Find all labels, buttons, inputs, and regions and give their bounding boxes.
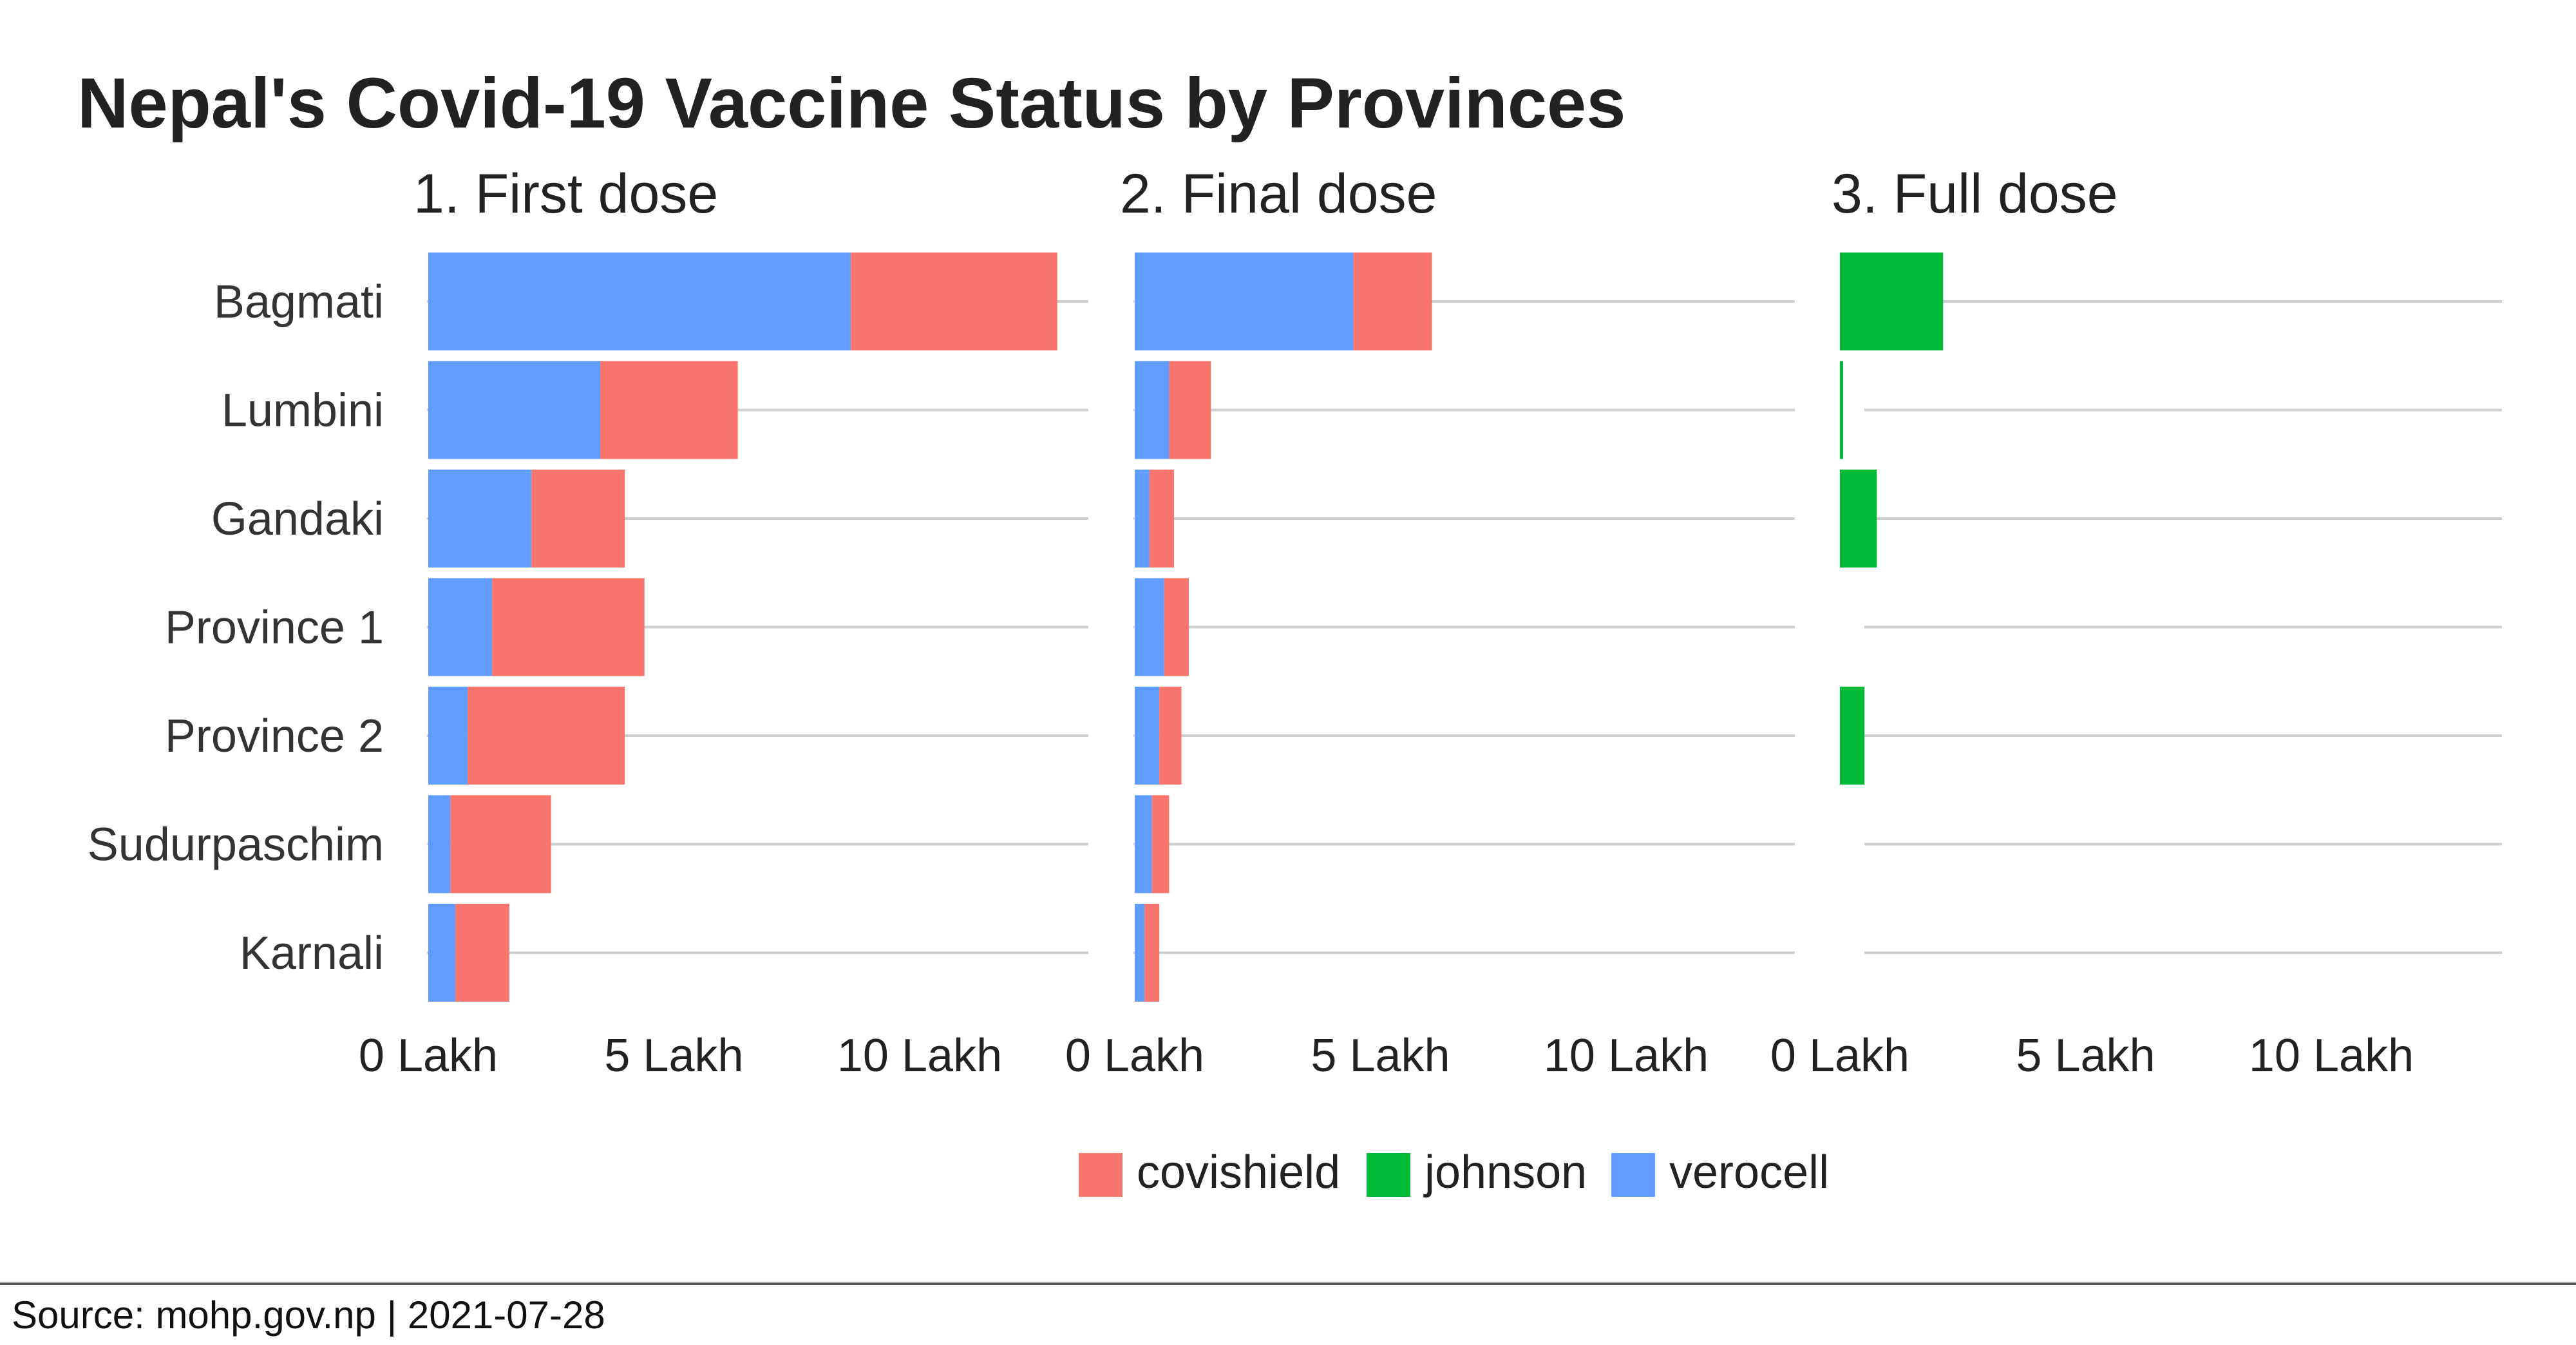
bar-covishield — [468, 687, 625, 785]
category-label: Province 1 — [165, 602, 384, 654]
bar-covishield — [851, 253, 1057, 350]
panel-title: 1. First dose — [413, 163, 718, 225]
bar-covishield — [600, 361, 738, 459]
bar-covishield — [1144, 904, 1160, 1002]
bar-verocell — [428, 578, 493, 676]
bar-covishield — [492, 578, 645, 676]
panel-1: 1. First dose 0 Lakh 5 Lakh 10 Lakh — [359, 163, 1088, 1082]
legend: covishield johnson verocell — [1079, 1147, 1829, 1198]
bar-johnson — [1840, 687, 1865, 785]
panel-title: 2. Final dose — [1120, 163, 1437, 225]
x-tick-label: 5 Lakh — [604, 1030, 743, 1082]
bar-verocell — [428, 361, 601, 459]
bar-verocell — [428, 253, 851, 350]
category-label: Province 2 — [165, 711, 384, 762]
bar-verocell — [1135, 687, 1160, 785]
bar-covishield — [450, 795, 551, 893]
legend-label: covishield — [1137, 1147, 1340, 1198]
bar-verocell — [428, 795, 451, 893]
legend-key-verocell — [1611, 1153, 1655, 1197]
bar-johnson — [1840, 253, 1944, 350]
bar-covishield — [1151, 795, 1170, 893]
x-tick-label: 5 Lakh — [1311, 1030, 1450, 1082]
bar-covishield — [1159, 687, 1182, 785]
bar-verocell — [1135, 795, 1152, 893]
bar-verocell — [1135, 578, 1164, 676]
legend-label: johnson — [1423, 1147, 1587, 1198]
legend-key-johnson — [1367, 1153, 1410, 1197]
x-tick-label: 0 Lakh — [1770, 1030, 1909, 1082]
bar-verocell — [428, 470, 532, 568]
category-label: Karnali — [240, 928, 384, 979]
bar-covishield — [1164, 578, 1189, 676]
bar-covishield — [1149, 470, 1175, 568]
x-tick-label: 10 Lakh — [2249, 1030, 2414, 1082]
x-tick-label: 10 Lakh — [837, 1030, 1002, 1082]
legend-key-covishield — [1079, 1153, 1122, 1197]
category-label: Gandaki — [211, 493, 384, 545]
bar-verocell — [428, 687, 468, 785]
legend-item-johnson: johnson — [1367, 1147, 1587, 1198]
bar-covishield — [1353, 253, 1432, 350]
legend-label: verocell — [1669, 1147, 1829, 1198]
category-label: Bagmati — [214, 276, 384, 328]
bar-verocell — [1135, 361, 1170, 459]
panel-2: 2. Final dose 0 Lakh 5 Lakh 10 Lakh — [1065, 163, 1795, 1082]
x-tick-label: 10 Lakh — [1544, 1030, 1709, 1082]
x-tick-label: 0 Lakh — [359, 1030, 498, 1082]
bar-johnson — [1840, 361, 1843, 459]
panel-3: 3. Full dose 0 Lakh 5 Lakh 10 Lakh — [1770, 163, 2502, 1082]
x-tick-label: 0 Lakh — [1065, 1030, 1204, 1082]
bar-verocell — [1135, 470, 1150, 568]
bar-verocell — [1135, 253, 1354, 350]
bar-verocell — [428, 904, 455, 1002]
panels-group: Bagmati Lumbini Gandaki Province 1 Province … — [88, 163, 2502, 1082]
bar-covishield — [531, 470, 625, 568]
category-label: Lumbini — [222, 385, 384, 437]
bar-johnson — [1840, 470, 1877, 568]
panel-title: 3. Full dose — [1832, 163, 2118, 225]
source-caption: Source: mohp.gov.np | 2021-07-28 — [12, 1293, 605, 1337]
legend-item-verocell: verocell — [1611, 1147, 1829, 1198]
legend-item-covishield: covishield — [1079, 1147, 1340, 1198]
bar-covishield — [1169, 361, 1211, 459]
chart-title: Nepal's Covid-19 Vaccine Status by Provi… — [77, 64, 1625, 143]
x-tick-label: 5 Lakh — [2016, 1030, 2155, 1082]
bar-verocell — [1135, 904, 1145, 1002]
category-label: Sudurpaschim — [88, 819, 384, 871]
bar-covishield — [455, 904, 509, 1002]
